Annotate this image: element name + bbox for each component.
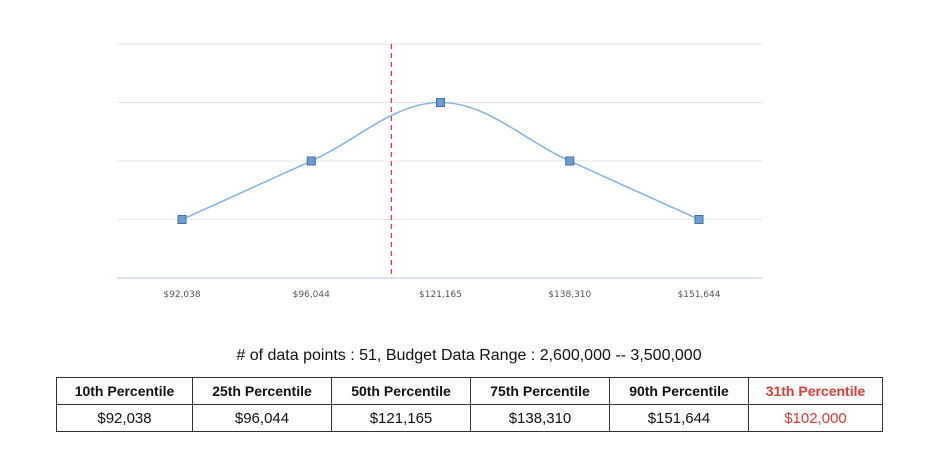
x-tick-label: $138,310	[548, 290, 591, 300]
data-point-1	[306, 156, 316, 166]
value-90th: $151,644	[609, 404, 749, 432]
x-tick-label: $92,038	[163, 290, 200, 300]
percentile-curve-chart: $92,038 $96,044 $121,165 $138,310 $151,644	[117, 43, 762, 300]
x-tick-label: $96,044	[293, 290, 330, 300]
value-10th: $92,038	[56, 404, 193, 432]
data-point-4	[694, 215, 704, 224]
value-75th: $138,310	[470, 404, 610, 432]
header-50th: 50th Percentile	[331, 377, 471, 405]
grid-lines	[117, 43, 762, 220]
value-50th: $121,165	[331, 404, 471, 432]
header-25th: 25th Percentile	[192, 377, 332, 405]
value-25th: $96,044	[192, 404, 332, 432]
x-tick-labels: $92,038 $96,044 $121,165 $138,310 $151,644	[163, 290, 720, 300]
percentile-header-row: 10th Percentile 25th Percentile 50th Per…	[56, 377, 883, 405]
header-75th: 75th Percentile	[470, 377, 610, 405]
header-90th: 90th Percentile	[609, 377, 749, 405]
x-tick-label: $121,165	[419, 290, 462, 300]
percentile-table: 10th Percentile 25th Percentile 50th Per…	[56, 377, 883, 432]
x-tick-label: $151,644	[678, 290, 721, 300]
data-point-2	[436, 98, 445, 107]
percentile-value-row: $92,038 $96,044 $121,165 $138,310 $151,6…	[56, 404, 883, 432]
data-point-3	[565, 156, 575, 166]
value-31th: $102,000	[748, 404, 883, 432]
data-point-0	[177, 215, 187, 224]
header-31th: 31th Percentile	[748, 377, 883, 405]
data-points	[177, 98, 704, 224]
data-summary: # of data points : 51, Budget Data Range…	[236, 347, 702, 364]
header-10th: 10th Percentile	[56, 377, 193, 405]
